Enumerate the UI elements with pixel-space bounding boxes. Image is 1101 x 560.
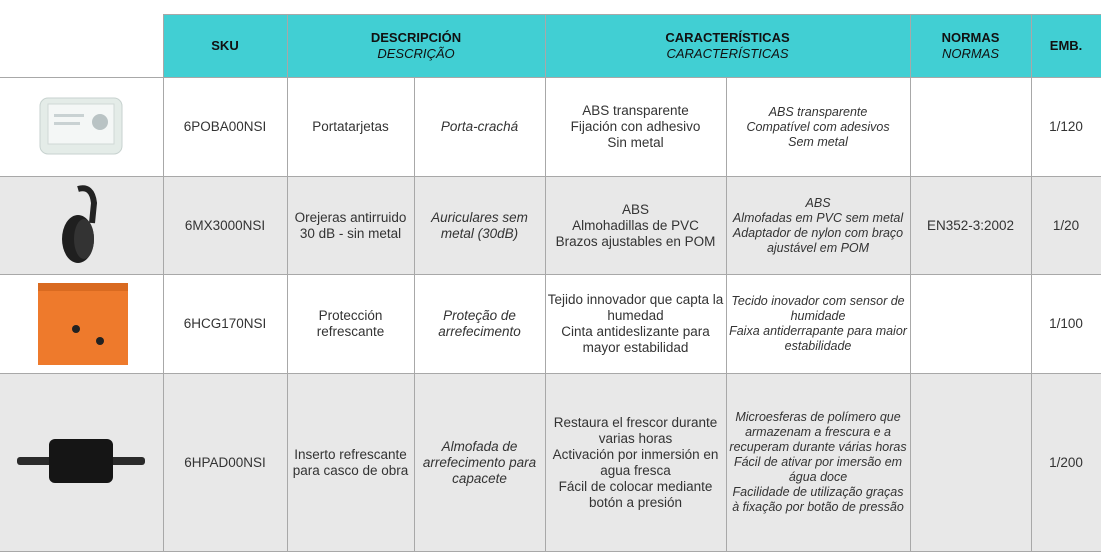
column-title: CARACTERÍSTICAS	[665, 30, 790, 45]
sku-cell: 6HCG170NSI	[162, 274, 288, 374]
standard-cell	[909, 274, 1032, 374]
packaging-cell: 1/200	[1030, 373, 1101, 552]
feature-line: Restaura el frescor durante varias horas	[553, 414, 718, 446]
image-cell	[0, 274, 164, 374]
column-title: EMB.	[1049, 38, 1083, 53]
features-es: ABS transparente Fijación con adhesivo Sin…	[544, 77, 727, 177]
feature-line: ABS transparente	[582, 103, 689, 118]
column-header: NORMAS NORMAS	[909, 14, 1032, 78]
feature-line: Facilidade de utilização graças à fixaçã…	[732, 485, 904, 514]
column-header: CARACTERÍSTICAS CARACTERÍSTICAS	[544, 14, 911, 78]
feature-line: Tecido inovador com sensor de humidade	[731, 294, 905, 323]
description-es: Orejeras antirruido 30 dB - sin metal	[286, 176, 415, 275]
feature-line: Sin metal	[607, 135, 664, 150]
feature-line: Tejido innovador que capta la humedad	[547, 292, 724, 323]
product-row: 6HCG170NSI Protección refrescante Proteção…	[0, 274, 1101, 374]
feature-line: Sem metal	[788, 134, 848, 149]
feature-line: Almofadas em PVC sem metal	[732, 210, 904, 225]
features-pt: ABS Almofadas em PVC sem metal Adaptador d…	[725, 176, 911, 275]
packaging-cell: 1/20	[1030, 176, 1101, 275]
sku-cell: 6POBA00NSI	[162, 77, 288, 177]
feature-line: Almohadillas de PVC	[572, 217, 699, 233]
feature-line: Cinta antideslizante para mayor estabili…	[561, 324, 710, 355]
feature-line: ABS	[805, 195, 831, 210]
standard-cell: EN352-3:2002	[909, 176, 1032, 275]
feature-line: ABS	[622, 201, 650, 217]
blank-cell	[0, 14, 164, 78]
description-pt: Porta-crachá	[413, 77, 546, 177]
product-row: 6MX3000NSI Orejeras antirruido 30 dB - si…	[0, 176, 1101, 275]
feature-line: ABS transparente	[768, 104, 868, 119]
image-cell	[0, 77, 164, 177]
feature-line: Compatível com adesivos	[746, 119, 890, 134]
feature-line: Microesferas de polímero que armazenam a…	[729, 410, 907, 454]
features-es: Restaura el frescor durante varias horas…	[544, 373, 727, 552]
column-subtitle: CARACTERÍSTICAS	[666, 46, 789, 61]
column-header: DESCRIPCIÓN DESCRIÇÃO	[286, 14, 546, 78]
standard-cell	[909, 373, 1032, 552]
feature-line: Fácil de ativar por imersão em água doce	[733, 455, 903, 484]
feature-line: Faixa antiderrapante para maior estabili…	[729, 324, 907, 353]
features-es: Tejido innovador que capta la humedad Cin…	[544, 274, 727, 374]
product-row: 6POBA00NSI Portatarjetas Porta-crachá ABS t…	[0, 77, 1101, 177]
feature-line: Adaptador de nylon com braço ajustável e…	[732, 225, 904, 255]
packaging-cell: 1/100	[1030, 274, 1101, 374]
feature-line: Fácil de colocar mediante botón a presió…	[558, 478, 713, 510]
sku-cell: 6MX3000NSI	[162, 176, 288, 275]
card-holder-image	[39, 97, 123, 155]
column-title: DESCRIPCIÓN	[370, 30, 462, 45]
description-pt: Almofada de arrefecimento para capacete	[413, 373, 546, 552]
product-table: SKU DESCRIPCIÓN DESCRIÇÃO CARACTERÍSTICAS CA…	[0, 14, 1101, 552]
feature-line: Activación por inmersión en agua fresca	[552, 446, 719, 478]
description-es: Inserto refrescante para casco de obra	[286, 373, 415, 552]
description-es: Portatarjetas	[286, 77, 415, 177]
features-pt: Microesferas de polímero que armazenam a…	[725, 373, 911, 552]
table-body: 6POBA00NSI Portatarjetas Porta-crachá ABS t…	[0, 77, 1101, 552]
sku-cell: 6HPAD00NSI	[162, 373, 288, 552]
feature-line: Fijación con adhesivo	[570, 119, 701, 134]
standard-cell	[909, 77, 1032, 177]
feature-line: Brazos ajustables en POM	[555, 233, 716, 249]
image-cell	[0, 373, 164, 552]
features-pt: Tecido inovador com sensor de humidade Fa…	[725, 274, 911, 374]
description-pt: Auriculares sem metal (30dB)	[413, 176, 546, 275]
column-header: SKU	[162, 14, 288, 78]
features-es: ABS Almohadillas de PVC Brazos ajustables …	[544, 176, 727, 275]
cooling-pad-image	[38, 283, 129, 365]
earmuff-image	[62, 184, 98, 263]
description-pt: Proteção de arrefecimento	[413, 274, 546, 374]
features-pt: ABS transparente Compatível com adesivos S…	[725, 77, 911, 177]
column-title: SKU	[211, 38, 239, 53]
column-subtitle: NORMAS	[942, 46, 1000, 61]
product-row: 6HPAD00NSI Inserto refrescante para casco…	[0, 373, 1101, 552]
image-cell	[0, 176, 164, 275]
helmet-insert-image	[17, 438, 146, 483]
column-header: EMB.	[1030, 14, 1101, 78]
header-row: SKU DESCRIPCIÓN DESCRIÇÃO CARACTERÍSTICAS CA…	[0, 14, 1101, 78]
column-subtitle: DESCRIÇÃO	[377, 46, 455, 61]
packaging-cell: 1/120	[1030, 77, 1101, 177]
column-title: NORMAS	[941, 30, 1000, 45]
description-es: Protección refrescante	[286, 274, 415, 374]
